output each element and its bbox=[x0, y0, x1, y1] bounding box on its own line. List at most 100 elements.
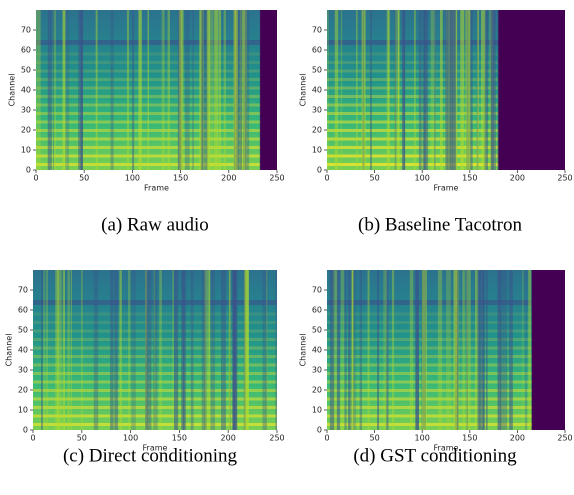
harmonic bbox=[33, 423, 277, 426]
x-tick-label: 200 bbox=[510, 174, 525, 183]
streak bbox=[233, 270, 238, 430]
silence bbox=[531, 270, 565, 430]
streak bbox=[421, 270, 427, 430]
streak bbox=[350, 270, 354, 430]
streak bbox=[114, 270, 118, 430]
streak bbox=[351, 270, 354, 430]
streak bbox=[62, 10, 66, 170]
streak bbox=[466, 270, 471, 430]
streak bbox=[386, 10, 390, 170]
harmonic bbox=[327, 355, 532, 358]
x-axis-label: Frame bbox=[434, 184, 459, 193]
harmonic bbox=[33, 329, 277, 333]
streak bbox=[395, 10, 398, 170]
streak bbox=[265, 270, 268, 430]
streak bbox=[199, 10, 204, 170]
y-tick-label: 20 bbox=[18, 386, 28, 395]
x-tick-label: 100 bbox=[123, 434, 138, 443]
streak bbox=[159, 270, 162, 430]
x-tick-label: 250 bbox=[557, 174, 572, 183]
streak bbox=[451, 10, 457, 170]
streak bbox=[466, 10, 469, 170]
harmonic bbox=[327, 346, 532, 350]
streak bbox=[440, 10, 443, 170]
caption: (a) Raw audio bbox=[101, 214, 209, 235]
streak bbox=[36, 10, 41, 170]
streak bbox=[421, 270, 426, 430]
streak bbox=[481, 10, 486, 170]
harmonic bbox=[327, 389, 532, 392]
harmonic bbox=[33, 389, 277, 392]
streak bbox=[210, 270, 216, 430]
streak bbox=[228, 270, 231, 430]
harmonic bbox=[33, 372, 277, 375]
streak bbox=[234, 10, 239, 170]
streak bbox=[498, 270, 501, 430]
streak bbox=[524, 270, 528, 430]
streak bbox=[490, 10, 494, 170]
harmonic bbox=[33, 355, 277, 358]
x-tick-label: 200 bbox=[221, 434, 236, 443]
streak bbox=[391, 270, 395, 430]
harmonic bbox=[33, 338, 277, 341]
x-tick-label: 150 bbox=[173, 174, 188, 183]
streak bbox=[65, 10, 70, 170]
streak bbox=[147, 10, 149, 170]
y-tick-label: 70 bbox=[21, 26, 31, 35]
streak bbox=[367, 270, 370, 430]
streak bbox=[453, 270, 458, 430]
harmonic bbox=[327, 321, 532, 324]
y-tick-label: 60 bbox=[312, 46, 322, 55]
y-tick-label: 40 bbox=[21, 86, 31, 95]
streak bbox=[221, 270, 226, 430]
streak bbox=[465, 10, 471, 170]
x-tick-label: 250 bbox=[269, 174, 284, 183]
streak bbox=[145, 270, 148, 430]
streak bbox=[353, 270, 357, 430]
streak bbox=[362, 10, 365, 170]
streak bbox=[445, 10, 448, 170]
streak bbox=[482, 270, 485, 430]
streak bbox=[203, 270, 207, 430]
harmonic bbox=[33, 397, 277, 401]
streak bbox=[233, 10, 237, 170]
caption: (d) GST conditioning bbox=[353, 445, 517, 466]
spectrogram bbox=[327, 10, 565, 170]
streak bbox=[110, 10, 114, 170]
streak bbox=[242, 10, 247, 170]
streak bbox=[466, 270, 468, 430]
streak bbox=[437, 270, 443, 430]
y-tick-label: 70 bbox=[312, 286, 322, 295]
x-tick-label: 200 bbox=[510, 434, 525, 443]
x-tick-label: 100 bbox=[415, 174, 430, 183]
streak bbox=[184, 10, 190, 170]
spectrogram-bg bbox=[327, 270, 565, 430]
streak bbox=[483, 10, 489, 170]
streak bbox=[232, 270, 235, 430]
y-tick-label: 20 bbox=[312, 126, 322, 135]
harmonic bbox=[327, 312, 532, 316]
streak bbox=[352, 270, 354, 430]
y-tick-label: 0 bbox=[23, 426, 28, 435]
streak bbox=[233, 10, 239, 170]
streak bbox=[70, 270, 72, 430]
streak bbox=[430, 10, 436, 170]
streak bbox=[327, 10, 329, 170]
spectrogram bbox=[33, 270, 277, 430]
y-tick-label: 70 bbox=[18, 286, 28, 295]
x-tick-label: 50 bbox=[77, 434, 87, 443]
y-tick-label: 60 bbox=[18, 306, 28, 315]
harmonic bbox=[327, 163, 499, 166]
x-tick-label: 50 bbox=[79, 174, 89, 183]
harmonic bbox=[327, 78, 499, 81]
y-tick-label: 30 bbox=[312, 366, 322, 375]
harmonic bbox=[327, 397, 532, 401]
streak bbox=[329, 270, 335, 430]
harmonic bbox=[33, 363, 277, 367]
streak bbox=[361, 10, 366, 170]
streak bbox=[414, 10, 416, 170]
streak bbox=[418, 10, 422, 170]
harmonic bbox=[327, 52, 499, 56]
harmonic bbox=[327, 329, 532, 333]
streak bbox=[46, 270, 48, 430]
